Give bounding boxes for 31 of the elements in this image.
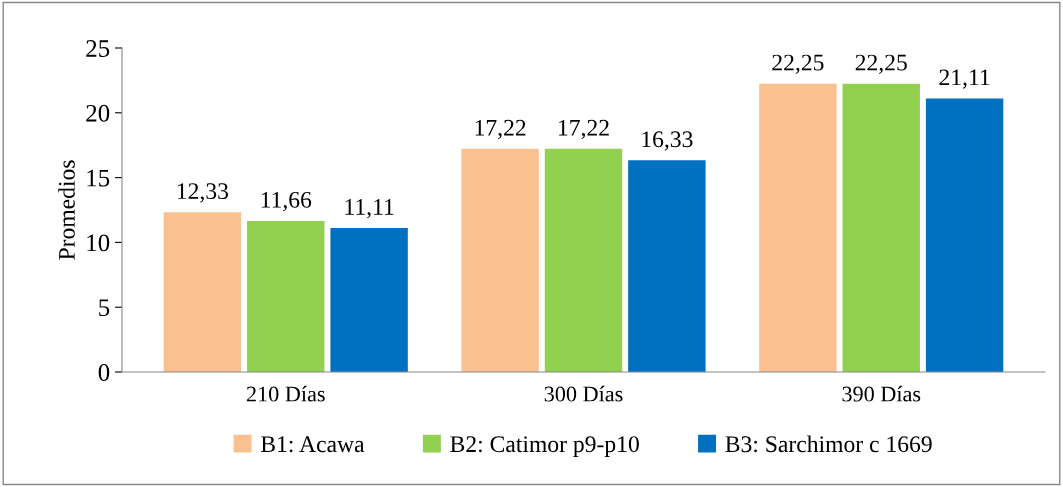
y-tick-label: 5 [99, 299, 110, 317]
bar [842, 83, 920, 372]
bar [628, 160, 706, 372]
legend-label: B3: Sarchimor c 1669 [725, 435, 932, 453]
bar [247, 220, 325, 372]
data-label: 21,11 [939, 69, 990, 89]
legend-label: B1: Acawa [261, 436, 365, 453]
bar [163, 212, 242, 372]
bar [461, 148, 539, 372]
y-tick-label: 10 [87, 234, 110, 252]
y-tick-label: 15 [87, 169, 110, 187]
data-label: 17,22 [559, 119, 609, 140]
y-tick-label: 0 [98, 364, 110, 381]
data-label: 12,33 [177, 183, 229, 203]
x-tick-label: 300 Días [544, 385, 623, 402]
data-label: 22,25 [855, 54, 907, 74]
bar [544, 148, 623, 372]
data-label: 11,11 [345, 199, 394, 219]
data-label: 22,25 [772, 54, 824, 74]
y-tick-label: 20 [86, 104, 110, 122]
bar [759, 83, 837, 372]
legend-label: B2: Catimor p9-p10 [450, 436, 639, 457]
x-tick-label: 390 Días [842, 385, 921, 402]
data-label: 17,22 [475, 119, 526, 140]
y-axis-title: Promedios [58, 160, 75, 260]
bar [330, 228, 408, 372]
x-tick-label: 210 Días [246, 385, 325, 402]
y-tick-label: 25 [86, 40, 110, 57]
bar [925, 98, 1004, 372]
data-label: 16,33 [642, 131, 693, 151]
data-label: 11,66 [261, 191, 312, 212]
